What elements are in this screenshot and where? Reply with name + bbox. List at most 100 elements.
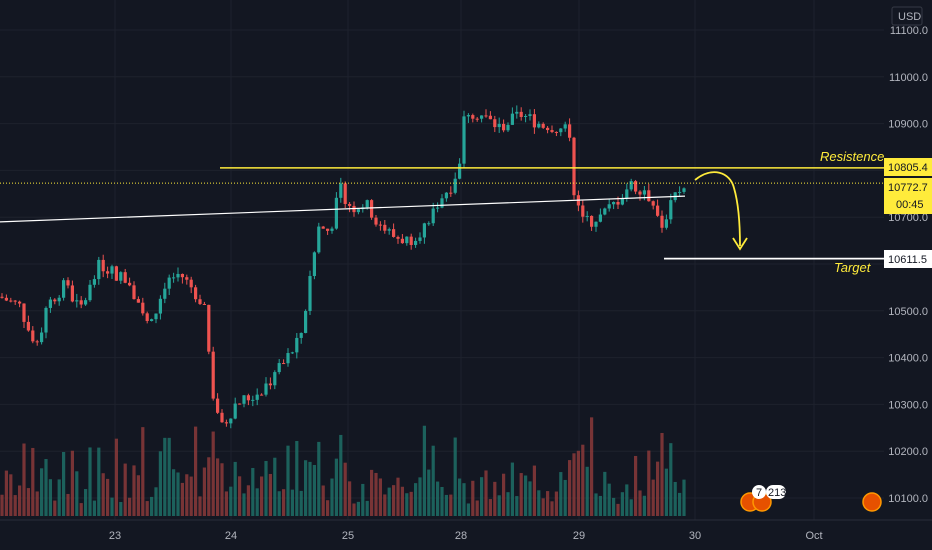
candle-body [607, 204, 611, 209]
volume-bar [616, 503, 620, 516]
volume-bar [669, 443, 673, 516]
candle-body [242, 395, 246, 404]
candle-body [260, 394, 264, 396]
volume-bar [26, 488, 30, 516]
volume-bar [449, 494, 453, 516]
trendline[interactable] [0, 195, 686, 223]
candle-body [356, 209, 360, 213]
candle-body [612, 201, 616, 205]
volume-bar [53, 500, 57, 516]
volume-bar [110, 497, 114, 516]
volume-bar [396, 477, 400, 516]
candle-body [669, 200, 673, 220]
volume-bar [97, 447, 101, 516]
volume-bar [405, 493, 409, 516]
candle-body [255, 394, 259, 400]
candle-body [207, 304, 211, 352]
volume-bar [35, 491, 39, 516]
volume-bar [515, 496, 519, 516]
volume-bar [532, 465, 536, 516]
event-count-badge [752, 485, 766, 499]
volume-bar [484, 470, 488, 516]
candle-body [9, 300, 13, 302]
candle-body [75, 300, 79, 302]
volume-bar [585, 466, 589, 516]
volume-bar [150, 496, 154, 516]
candle-body [572, 137, 576, 196]
volume-bar [308, 461, 312, 516]
candle-body [132, 285, 136, 300]
candle-body [334, 197, 338, 229]
candle-body [568, 124, 572, 138]
volume-bar [48, 479, 52, 516]
volume-bar [282, 489, 286, 516]
candle-body [317, 226, 321, 253]
candle-body [136, 299, 140, 303]
volume-bar [471, 480, 475, 516]
candle-body [598, 214, 602, 222]
volume-bar [453, 437, 457, 516]
volume-bar [387, 487, 391, 516]
volume-bar [194, 426, 198, 516]
volume-bar [176, 472, 180, 516]
volume-bar [629, 499, 633, 516]
candle-body [678, 191, 682, 193]
volume-bar [334, 458, 338, 516]
candle-body [409, 236, 413, 245]
down-arrow-annotation[interactable] [694, 171, 741, 247]
candle-body [53, 299, 57, 302]
candle-body [642, 190, 646, 195]
volume-bar [106, 478, 110, 516]
candle-body [682, 188, 686, 192]
volume-bar [290, 489, 294, 516]
volume-bar [251, 467, 255, 516]
candle-body [106, 271, 110, 274]
candle-body [541, 123, 545, 128]
candle-body [304, 310, 308, 333]
volume-bar [418, 477, 422, 516]
candle-body [211, 351, 215, 399]
candle-body [277, 363, 281, 373]
volume-bar [13, 495, 17, 516]
volume-bar [202, 467, 206, 516]
volume-bar [414, 483, 418, 516]
candle-body [431, 208, 435, 224]
candle-body [88, 284, 92, 301]
volume-bar [185, 474, 189, 516]
currency-label: USD [898, 11, 921, 23]
currency-button[interactable]: USD [891, 6, 923, 26]
economic-events[interactable]: 7 213 [740, 485, 882, 512]
candle-body [436, 207, 440, 209]
candle-body [348, 203, 352, 206]
volume-bar [326, 500, 330, 516]
candle-body [308, 276, 312, 311]
volume-bar [343, 462, 347, 516]
volume-bar [238, 476, 242, 516]
candle-body [554, 131, 558, 133]
candle-body [365, 200, 369, 208]
volume-bar [462, 483, 466, 516]
volume-bar [268, 473, 272, 516]
volume-bar [647, 450, 651, 516]
volume-bar [321, 485, 325, 516]
candle-body [638, 191, 642, 195]
volume-bar [312, 464, 316, 516]
price-tick-label: 10700.0 [888, 212, 928, 224]
volume-bar [466, 503, 470, 516]
candle-body [620, 198, 624, 205]
volume-bar [510, 462, 514, 516]
candle-body [647, 190, 651, 202]
flag-event-icon-3[interactable] [862, 492, 882, 512]
volume-bar [458, 478, 462, 516]
candle-body [339, 183, 343, 198]
volume-bar [475, 500, 479, 516]
candle-body [634, 181, 638, 192]
time-axis[interactable]: 23 24 25 28 29 30 Oct [0, 519, 932, 550]
candle-body [176, 273, 180, 278]
volume-bar [119, 502, 123, 516]
volume-bar [145, 501, 149, 516]
volume-bar [136, 475, 140, 516]
candle-body [396, 236, 400, 239]
volume-bar [211, 431, 215, 516]
